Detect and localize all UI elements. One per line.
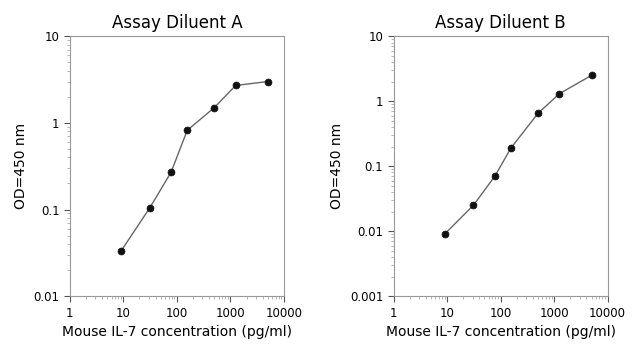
Title: Assay Diluent B: Assay Diluent B (435, 14, 566, 32)
Y-axis label: OD=450 nm: OD=450 nm (330, 123, 344, 209)
Y-axis label: OD=450 nm: OD=450 nm (14, 123, 28, 209)
X-axis label: Mouse IL-7 concentration (pg/ml): Mouse IL-7 concentration (pg/ml) (62, 325, 292, 339)
X-axis label: Mouse IL-7 concentration (pg/ml): Mouse IL-7 concentration (pg/ml) (385, 325, 616, 339)
Title: Assay Diluent A: Assay Diluent A (111, 14, 242, 32)
